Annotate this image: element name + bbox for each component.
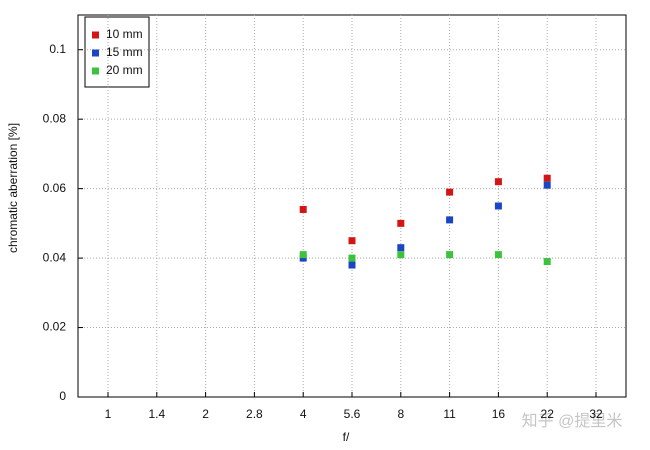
x-tick-label: 11 <box>443 407 456 421</box>
x-tick-label: 32 <box>589 407 603 421</box>
watermark: 知乎 @提里米 <box>522 412 623 430</box>
y-tick-label: 0 <box>59 389 66 403</box>
legend-swatch <box>92 67 99 75</box>
data-point <box>348 261 356 269</box>
x-tick-label: 22 <box>541 407 555 421</box>
y-tick-label: 0.1 <box>49 42 66 56</box>
y-tick-label: 0.02 <box>43 320 67 334</box>
y-tick-label: 0.04 <box>43 250 67 264</box>
legend-swatch <box>92 49 99 57</box>
data-point <box>397 244 405 252</box>
data-point <box>348 237 356 245</box>
y-axis-label: chromatic aberration [%] <box>6 123 20 253</box>
x-axis-label: f/ <box>343 430 350 444</box>
legend-swatch <box>92 31 99 39</box>
x-tick-label: 2 <box>202 407 209 421</box>
data-point <box>299 251 307 259</box>
x-tick-label: 2.8 <box>246 407 263 421</box>
data-point <box>397 251 405 259</box>
data-point <box>446 188 454 196</box>
legend-label: 20 mm <box>106 63 143 77</box>
data-point <box>348 254 356 262</box>
x-tick-label: 1.4 <box>148 407 165 421</box>
data-point <box>494 202 502 210</box>
data-point <box>494 178 502 186</box>
data-point <box>543 174 551 182</box>
x-tick-label: 1 <box>105 407 112 421</box>
data-point <box>299 205 307 213</box>
data-point <box>494 251 502 259</box>
data-point <box>446 251 454 259</box>
x-tick-label: 5.6 <box>344 407 361 421</box>
data-point <box>543 181 551 189</box>
data-point <box>446 216 454 224</box>
x-tick-label: 8 <box>397 407 404 421</box>
y-tick-label: 0.06 <box>43 181 67 195</box>
y-tick-label: 0.08 <box>43 111 67 125</box>
legend-label: 15 mm <box>106 45 143 59</box>
legend-label: 10 mm <box>106 27 143 41</box>
data-point <box>397 219 405 227</box>
data-point <box>543 258 551 266</box>
x-tick-label: 4 <box>300 407 307 421</box>
x-tick-label: 16 <box>492 407 506 421</box>
